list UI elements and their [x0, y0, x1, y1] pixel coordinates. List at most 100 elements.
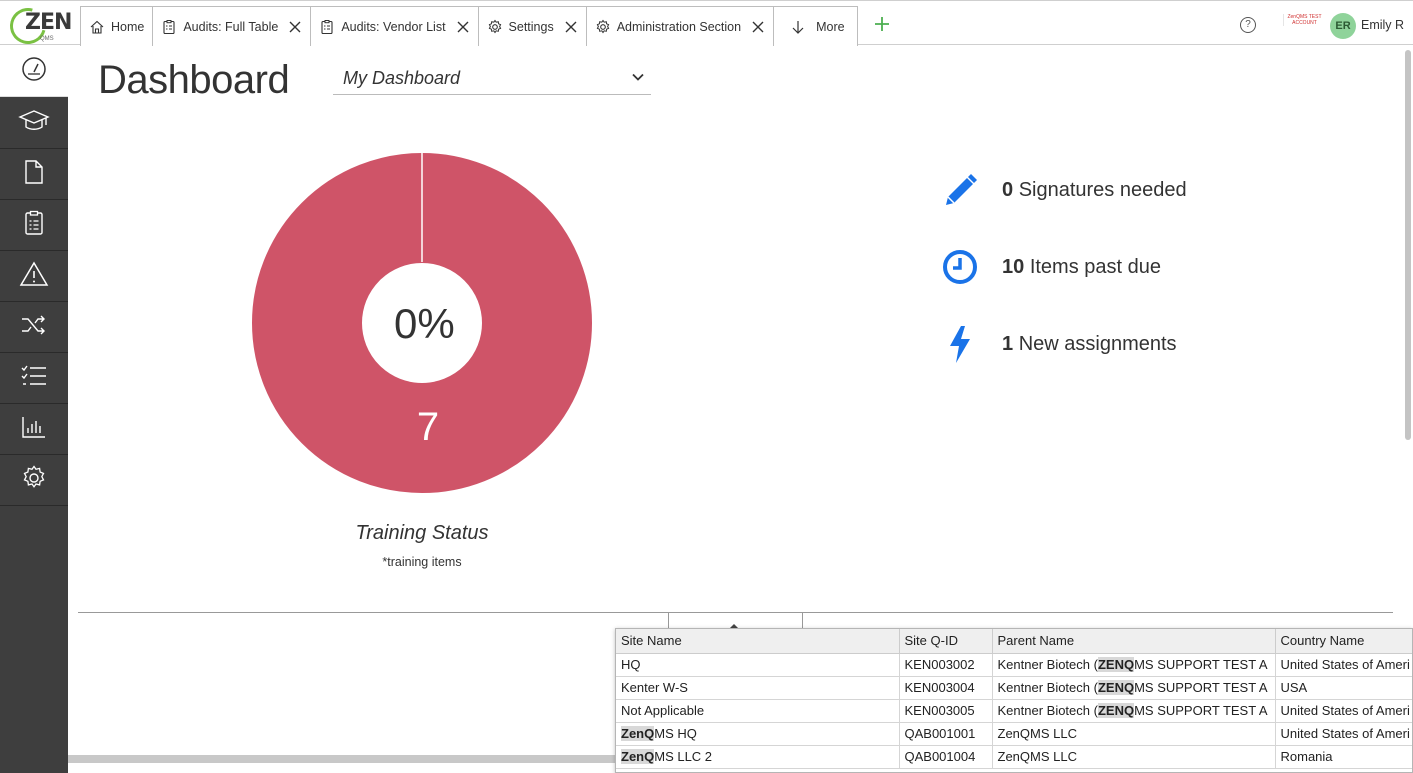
sidebar-item-reports[interactable]: [0, 404, 68, 455]
stat-label: Signatures needed: [1018, 178, 1187, 201]
country-name-cell: United States of Ameri: [1275, 699, 1412, 723]
lightning-icon: [940, 324, 980, 364]
close-icon[interactable]: [564, 20, 578, 34]
stat-count: 10: [1002, 255, 1025, 278]
tab-bar: Home Audits: Full Table Audits: Vendor L…: [80, 6, 858, 46]
test-account-badge: ZenQMS TEST ACCOUNT: [1283, 14, 1325, 26]
shuffle-icon: [19, 311, 49, 344]
sidebar-item-tasks[interactable]: [0, 353, 68, 404]
tab-administration-section[interactable]: Administration Section: [585, 6, 775, 46]
bar-chart-icon: [19, 413, 49, 446]
table-row[interactable]: Kenter W-S KEN003004 Kentner Biotech (ZE…: [616, 676, 1412, 700]
table-row[interactable]: Not Applicable KEN003005 Kentner Biotech…: [616, 699, 1412, 723]
column-header-site-name: Site Name: [616, 629, 900, 654]
stat-count: 1: [1002, 332, 1014, 355]
training-percent: 0%: [394, 300, 455, 347]
tab-settings[interactable]: Settings: [477, 6, 587, 46]
tab-label: Settings: [508, 19, 554, 34]
sidebar-item-issues[interactable]: [0, 251, 68, 302]
table-row[interactable]: ZenQMS HQ QAB001001 ZenQMS LLC United St…: [616, 722, 1412, 746]
site-name-cell: Not Applicable: [616, 699, 900, 723]
scrollbar-thumb[interactable]: [1405, 50, 1411, 440]
checklist-icon: [19, 362, 49, 395]
training-count: 7: [416, 405, 440, 449]
clipboard-icon: [22, 209, 46, 242]
close-icon[interactable]: [288, 20, 302, 34]
pencil-icon: [940, 170, 980, 210]
sidebar-item-dashboard[interactable]: [0, 46, 68, 97]
site-name-cell: HQ: [616, 653, 900, 677]
training-status-title: Training Status: [355, 522, 489, 544]
column-header-parent-name: Parent Name: [992, 629, 1276, 654]
arrow-down-icon: [790, 19, 806, 35]
zenqms-logo[interactable]: ZEN QMS: [3, 1, 72, 51]
dashboard-select[interactable]: My Dashboard: [333, 62, 651, 95]
stat-label: New assignments: [1018, 332, 1177, 355]
tab-more[interactable]: More: [773, 6, 858, 46]
column-header-country-name: Country Name: [1275, 629, 1412, 654]
logo-text: ZEN: [25, 10, 72, 35]
site-qid-cell: KEN003002: [899, 653, 993, 677]
page-title: Dashboard: [98, 58, 290, 102]
sidebar-item-training[interactable]: [0, 98, 68, 149]
add-tab-button[interactable]: [873, 15, 891, 33]
top-bar: ZEN QMS Home Audits: Full Table Audits: …: [0, 0, 1413, 51]
table-row[interactable]: ZenQMS LLC 2 QAB001004 ZenQMS LLC Romani…: [616, 745, 1412, 769]
country-name-cell: United States of Ameri: [1275, 653, 1412, 677]
parent-name-cell: Kentner Biotech (ZENQMS SUPPORT TEST A: [992, 699, 1276, 723]
warning-icon: [19, 260, 49, 293]
table-header-row: Site Name Site Q-ID Parent Name Country …: [616, 629, 1412, 654]
stat-new-assignments[interactable]: 1 New assignments: [940, 324, 1177, 364]
vertical-scrollbar[interactable]: [1403, 46, 1413, 440]
close-icon[interactable]: [456, 20, 470, 34]
tab-label: Home: [111, 19, 145, 34]
graduation-cap-icon: [18, 107, 50, 140]
site-qid-cell: QAB001001: [899, 722, 993, 746]
tab-home[interactable]: Home: [80, 6, 154, 46]
sidebar-item-change-control[interactable]: [0, 302, 68, 353]
gear-icon: [20, 464, 48, 497]
site-name-cell: ZenQMS HQ: [616, 722, 900, 746]
column-header-site-qid: Site Q-ID: [899, 629, 993, 654]
parent-name-cell: Kentner Biotech (ZENQMS SUPPORT TEST A: [992, 653, 1276, 677]
site-qid-cell: KEN003004: [899, 676, 993, 700]
tab-label: Audits: Full Table: [183, 19, 279, 34]
caret-up-icon: [730, 624, 738, 628]
clipboard-icon: [161, 19, 177, 35]
site-name-cell: Kenter W-S: [616, 676, 900, 700]
parent-name-cell: ZenQMS LLC: [992, 745, 1276, 769]
section-divider: [78, 612, 1393, 613]
close-icon[interactable]: [751, 20, 765, 34]
country-name-cell: Romania: [1275, 745, 1412, 769]
gauge-icon: [20, 55, 48, 88]
section-tab[interactable]: [668, 612, 803, 632]
sidebar: [0, 46, 68, 773]
stat-items-past-due[interactable]: 10 Items past due: [940, 247, 1161, 287]
country-name-cell: USA: [1275, 676, 1412, 700]
user-name[interactable]: Emily R: [1361, 18, 1405, 32]
clipboard-icon: [319, 19, 335, 35]
training-status-chart[interactable]: [252, 152, 592, 494]
stat-count: 0: [1002, 178, 1014, 201]
table-row[interactable]: HQ KEN003002 Kentner Biotech (ZENQMS SUP…: [616, 653, 1412, 677]
horizontal-scrollbar[interactable]: [68, 755, 628, 763]
home-icon: [89, 19, 105, 35]
parent-name-cell: ZenQMS LLC: [992, 722, 1276, 746]
sidebar-item-documents[interactable]: [0, 149, 68, 200]
stat-signatures-needed[interactable]: 0 Signatures needed: [940, 170, 1187, 210]
logo-subtext: QMS: [40, 36, 54, 42]
site-qid-cell: KEN003005: [899, 699, 993, 723]
tab-label: More: [816, 19, 845, 34]
gear-icon: [595, 19, 611, 35]
sidebar-item-settings[interactable]: [0, 455, 68, 506]
gear-icon: [487, 19, 503, 35]
site-qid-cell: QAB001004: [899, 745, 993, 769]
country-name-cell: United States of Ameri: [1275, 722, 1412, 746]
sidebar-item-audits[interactable]: [0, 200, 68, 251]
clock-icon: [940, 247, 980, 287]
tab-audits-vendor-list[interactable]: Audits: Vendor List: [310, 6, 479, 46]
site-results-table: Site Name Site Q-ID Parent Name Country …: [616, 629, 1412, 769]
help-icon[interactable]: ?: [1240, 17, 1256, 33]
avatar[interactable]: ER: [1330, 13, 1356, 39]
tab-audits-full-table[interactable]: Audits: Full Table: [152, 6, 312, 46]
